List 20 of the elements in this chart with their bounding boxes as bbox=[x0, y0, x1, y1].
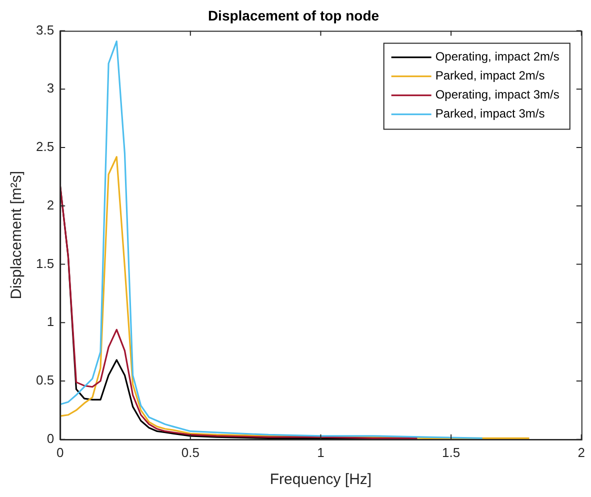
y-tick-label: 2.5 bbox=[36, 139, 54, 154]
chart-title: Displacement of top node bbox=[208, 7, 380, 24]
legend-label: Parked, impact 3m/s bbox=[435, 106, 545, 121]
y-tick-label: 0 bbox=[46, 430, 54, 446]
legend-label: Parked, impact 2m/s bbox=[435, 68, 545, 83]
y-tick-label: 1.5 bbox=[36, 256, 54, 271]
legend-label: Operating, impact 3m/s bbox=[435, 88, 560, 102]
y-tick-label: 0.5 bbox=[36, 372, 54, 388]
y-tick-label: 3.5 bbox=[36, 22, 54, 38]
x-axis-title: Frequency [Hz] bbox=[270, 471, 372, 488]
legend-label: Operating, impact 2m/s bbox=[435, 50, 560, 64]
y-tick-label: 2 bbox=[46, 197, 54, 212]
x-tick-label: 1.5 bbox=[442, 444, 460, 460]
y-tick-label: 3 bbox=[46, 80, 54, 96]
x-tick-label: 0 bbox=[56, 444, 64, 460]
y-tick-label: 1 bbox=[46, 314, 54, 330]
x-tick-label: 1 bbox=[317, 444, 324, 460]
y-axis-title: Displacement [m²s] bbox=[8, 170, 26, 300]
x-tick-label: 0.5 bbox=[181, 444, 200, 460]
x-tick-label: 2 bbox=[578, 444, 585, 460]
